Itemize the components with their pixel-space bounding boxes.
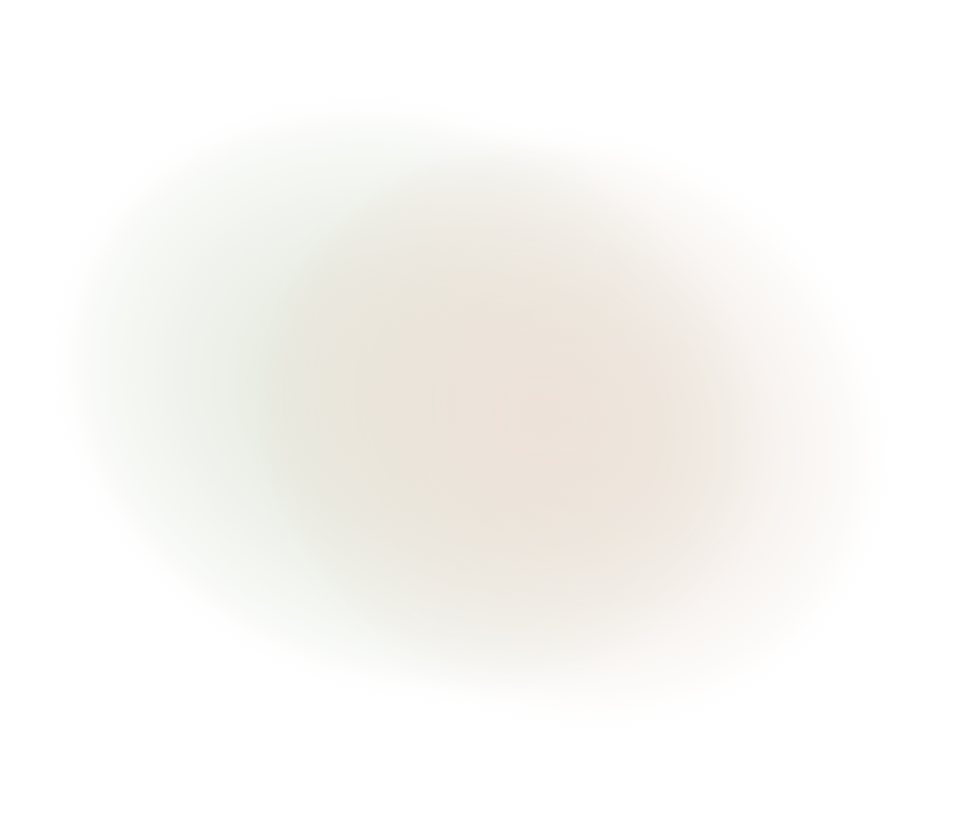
gradient-background xyxy=(0,17,954,815)
